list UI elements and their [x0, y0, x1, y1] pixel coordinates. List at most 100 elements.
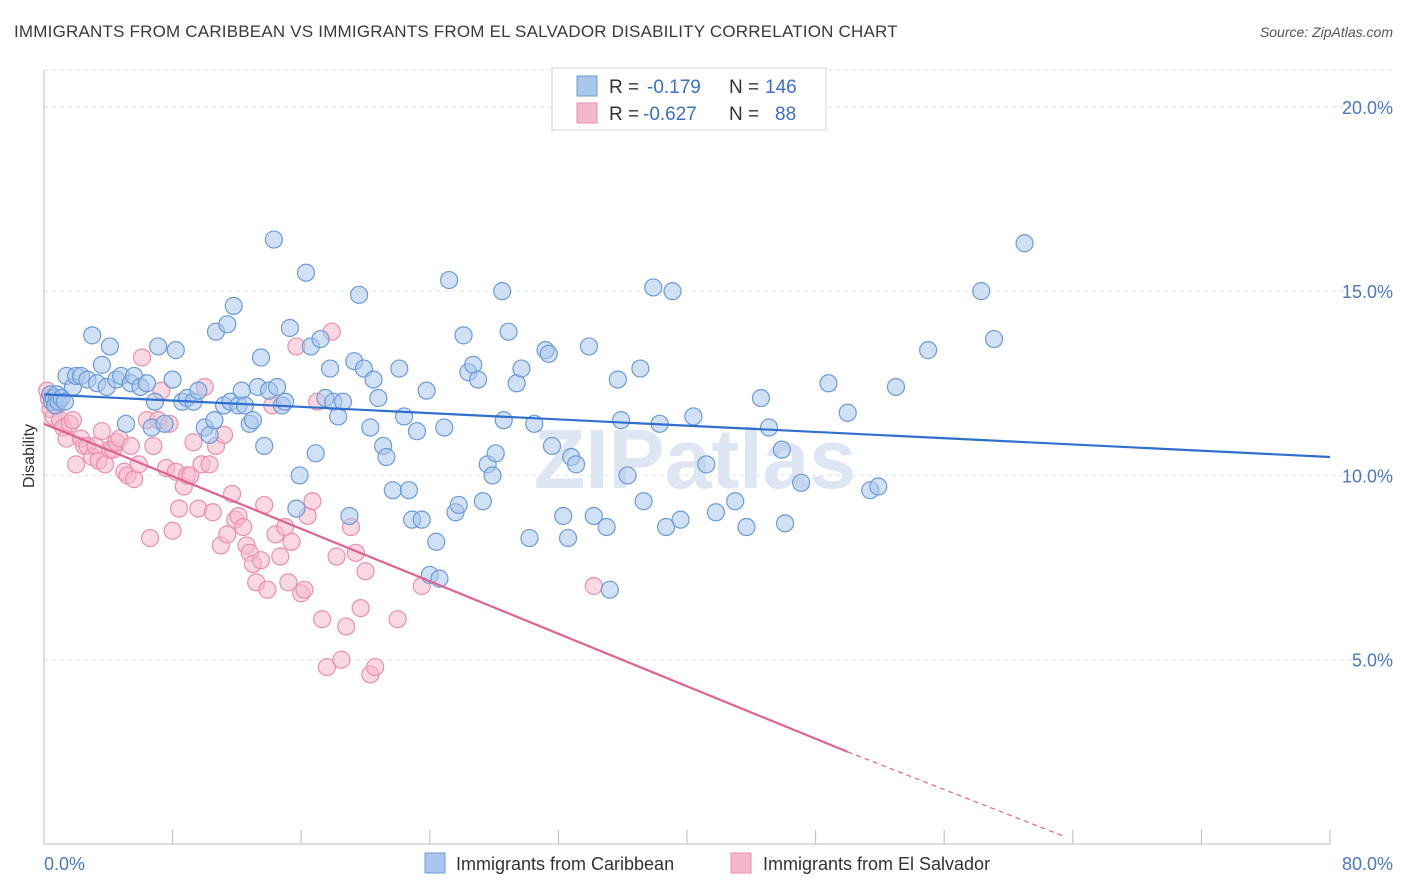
- caribbean-point: [657, 517, 676, 537]
- bottom-legend-caribbean: Immigrants from Caribbean: [456, 854, 674, 874]
- caribbean-point: [869, 477, 888, 496]
- source-label: Source: ZipAtlas.com: [1259, 24, 1393, 40]
- caribbean-point: [55, 392, 74, 411]
- caribbean-point: [340, 506, 359, 526]
- caribbean-point: [333, 392, 353, 411]
- caribbean-point: [427, 532, 446, 551]
- caribbean-point: [634, 492, 653, 511]
- el-salvador-point: [271, 547, 290, 566]
- axes: [43, 70, 1331, 845]
- y-tick-label: 5.0%: [1352, 651, 1393, 671]
- el-salvador-point: [234, 517, 253, 537]
- y-tick-label: 10.0%: [1342, 466, 1393, 486]
- el-salvador-trend-extension: [847, 751, 1065, 838]
- el-salvador-point: [282, 532, 301, 551]
- el-salvador-point: [295, 580, 314, 599]
- el-salvador-point: [258, 580, 277, 599]
- caribbean-point: [189, 381, 208, 400]
- caribbean-point: [369, 388, 388, 408]
- el-salvador-point: [356, 562, 375, 581]
- caribbean-point: [819, 374, 838, 393]
- el-salvador-point: [132, 348, 152, 367]
- caribbean-point: [618, 466, 637, 485]
- caribbean-point: [267, 377, 287, 397]
- caribbean-point: [644, 278, 663, 297]
- caribbean-point: [149, 337, 168, 356]
- caribbean-point: [483, 466, 502, 485]
- caribbean-point: [512, 359, 531, 378]
- caribbean-point: [145, 392, 165, 411]
- caribbean-point: [706, 503, 726, 522]
- caribbean-point: [399, 481, 419, 500]
- caribbean-point: [608, 370, 627, 389]
- legend-swatch-el-salvador: [576, 102, 598, 124]
- caribbean-point: [838, 403, 857, 422]
- caribbean-point: [280, 318, 300, 338]
- caribbean-point: [390, 359, 409, 378]
- caribbean-point: [377, 447, 396, 467]
- caribbean-point: [155, 414, 174, 433]
- caribbean-point: [296, 263, 316, 282]
- caribbean-point: [311, 329, 330, 349]
- caribbean-point: [984, 329, 1004, 349]
- caribbean-point: [684, 407, 703, 426]
- el-salvador-point: [327, 547, 346, 566]
- caribbean-point: [218, 315, 237, 334]
- caribbean-point: [542, 436, 562, 456]
- caribbean-point: [449, 495, 468, 515]
- caribbean-point: [417, 381, 436, 400]
- legend-n-label: N =: [729, 77, 759, 98]
- x-tick-label: 0.0%: [44, 854, 85, 874]
- el-salvador-point: [351, 599, 370, 618]
- el-salvador-point: [312, 610, 332, 629]
- caribbean-point: [584, 506, 603, 526]
- el-salvador-point: [366, 657, 385, 677]
- legend-r-value: -0.627: [643, 104, 697, 125]
- caribbean-point: [232, 381, 251, 400]
- el-salvador-point: [388, 610, 407, 629]
- caribbean-point: [243, 411, 263, 430]
- el-salvador-point: [144, 436, 163, 456]
- caribbean-point: [600, 580, 619, 599]
- caribbean-point: [439, 270, 459, 290]
- caribbean-point: [611, 411, 631, 430]
- caribbean-point: [751, 388, 771, 408]
- el-salvador-point: [279, 573, 298, 592]
- caribbean-point: [100, 337, 120, 356]
- legend-r-value: -0.179: [647, 77, 701, 98]
- caribbean-point: [772, 440, 791, 459]
- caribbean-point: [972, 282, 991, 301]
- caribbean-point: [276, 392, 295, 411]
- caribbean-point: [361, 418, 380, 437]
- caribbean-point: [1015, 234, 1034, 253]
- caribbean-point: [287, 499, 306, 518]
- bottom-legend-swatch-el-salvador: [730, 852, 752, 874]
- caribbean-point: [435, 418, 454, 437]
- el-salvador-point: [203, 503, 222, 522]
- legend-n-value: 146: [765, 77, 797, 98]
- caribbean-point: [792, 473, 811, 492]
- caribbean-point: [468, 370, 488, 389]
- caribbean-point: [558, 528, 578, 548]
- tick-labels: 5.0% 10.0% 15.0% 20.0% 0.0% 80.0%: [44, 98, 1393, 874]
- bottom-legend: Immigrants from Caribbean Immigrants fro…: [424, 852, 990, 874]
- caribbean-point: [499, 322, 518, 341]
- el-salvador-point: [63, 411, 83, 430]
- chart-title: IMMIGRANTS FROM CARIBBEAN VS IMMIGRANTS …: [14, 22, 898, 41]
- el-salvador-point: [584, 576, 603, 596]
- y-tick-label: 15.0%: [1342, 282, 1393, 302]
- caribbean-point: [412, 510, 431, 529]
- caribbean-point: [321, 359, 340, 378]
- caribbean-point: [726, 492, 745, 511]
- caribbean-point: [697, 455, 716, 474]
- caribbean-point: [525, 414, 544, 433]
- caribbean-point: [663, 282, 682, 301]
- gridlines: [44, 69, 1394, 661]
- legend-r-label: R =: [609, 104, 639, 125]
- el-salvador-point: [337, 617, 356, 636]
- el-salvador-point: [317, 657, 337, 677]
- legend: R = -0.179 N = 146 R = -0.627 N = 88: [551, 67, 827, 131]
- legend-swatch-caribbean: [576, 75, 598, 97]
- caribbean-point: [224, 296, 243, 315]
- el-salvador-point: [184, 433, 203, 452]
